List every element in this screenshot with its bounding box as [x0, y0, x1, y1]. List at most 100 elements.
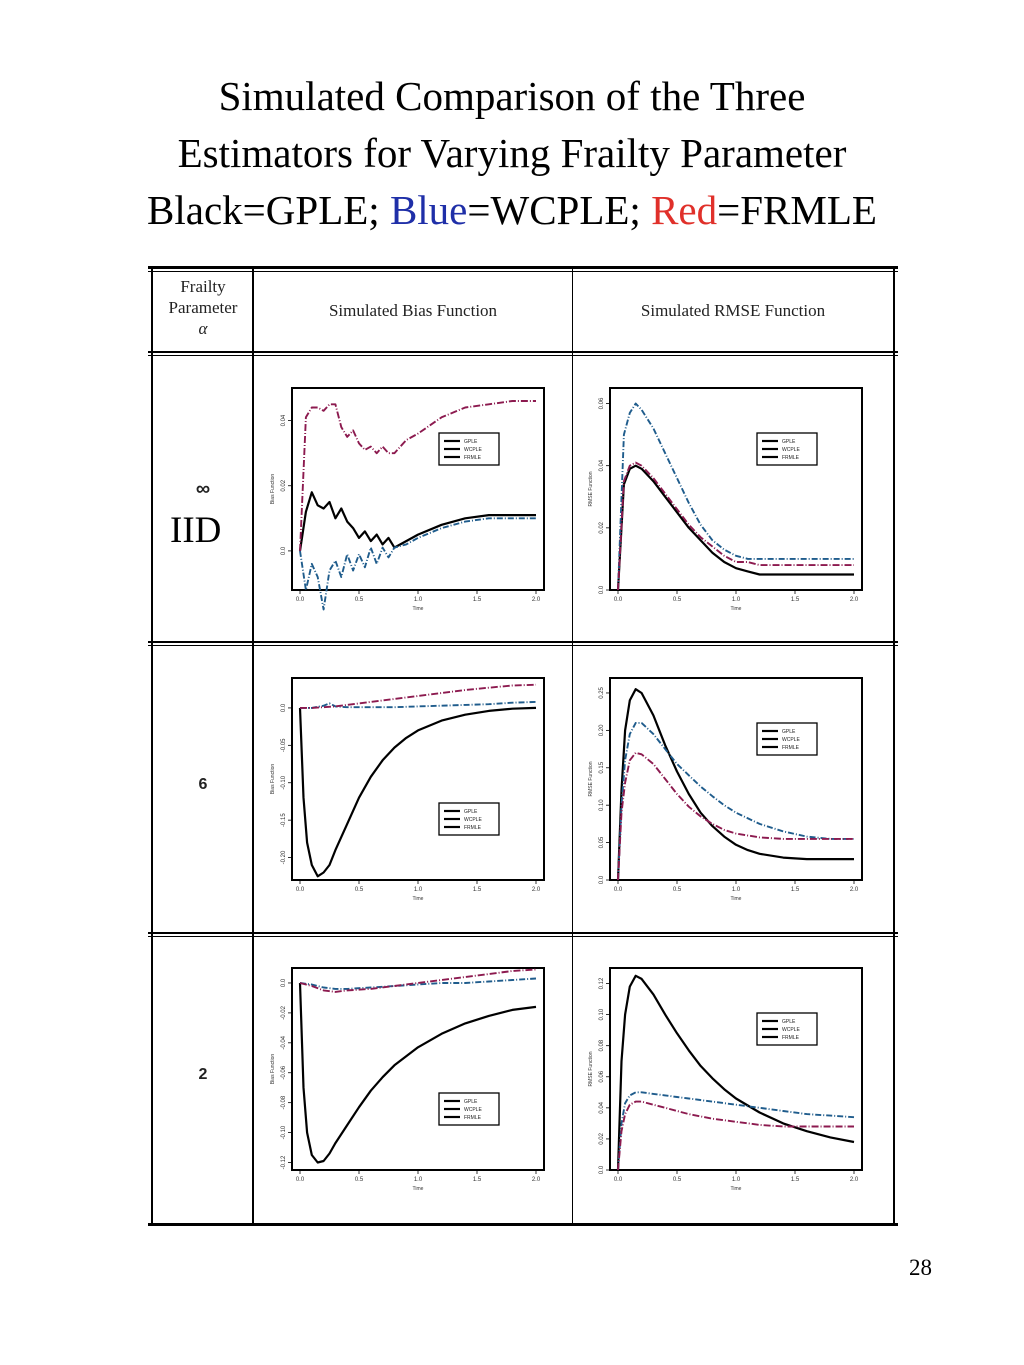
- x-tick-label: 2.0: [850, 887, 859, 893]
- series-line-gple: [298, 982, 537, 1164]
- header-rmse: Simulated RMSE Function: [640, 301, 826, 320]
- legend-label: FRMLE: [782, 455, 800, 461]
- legend-label: FRMLE: [464, 825, 482, 831]
- x-tick-label: 2.0: [532, 1177, 541, 1183]
- y-tick-label: 0.15: [599, 761, 605, 773]
- series-line-gple: [298, 706, 537, 878]
- legend-label: GPLE: [782, 729, 796, 735]
- series-line-frmle: [617, 751, 854, 881]
- rmse-plot-2: 0.0 0.5 1.0 1.5 2.0 Time 0.0 0.02 0.04 0.06 0.08 0.…: [588, 967, 863, 1192]
- y-tick-label: 0.02: [599, 521, 605, 533]
- x-tick-label: 1.5: [791, 1177, 800, 1183]
- y-tick-label: 0.10: [599, 1008, 605, 1020]
- bias-plot-6: 0.0 0.5 1.0 1.5 2.0 Time 0.0 -0.05 -0.10 -0.15 -0.…: [270, 677, 545, 902]
- header-frailty: Frailty: [180, 277, 226, 296]
- x-tick-label: 2.0: [850, 1177, 859, 1183]
- y-tick-label: 0.02: [281, 479, 287, 491]
- y-tick-label: 0.25: [599, 686, 605, 698]
- x-tick-label: 1.0: [732, 887, 741, 893]
- series-line-gple: [616, 688, 854, 881]
- x-tick-label: 1.0: [414, 597, 423, 603]
- legend-label: WCPLE: [464, 447, 482, 453]
- x-axis-label: Time: [413, 606, 424, 612]
- table-top-rule: [148, 266, 898, 269]
- series-line-wcple: [617, 402, 854, 591]
- plot-frame: [609, 677, 863, 881]
- y-tick-label: -0.02: [281, 1005, 287, 1019]
- x-tick-label: 0.5: [355, 1177, 364, 1183]
- table-top-rule-2: [148, 271, 898, 272]
- x-tick-label: 2.0: [532, 597, 541, 603]
- x-axis-label: Time: [731, 1186, 742, 1192]
- title-line-1: Simulated Comparison of the Three: [218, 73, 806, 119]
- y-tick-label: 0.0: [281, 703, 287, 712]
- y-tick-label: 0.0: [281, 978, 287, 987]
- y-tick-label: 0.06: [599, 1070, 605, 1082]
- slide-title: Simulated Comparison of the Three Estima…: [0, 68, 1024, 239]
- legend-label: FRMLE: [782, 745, 800, 751]
- x-axis-label: Time: [413, 1186, 424, 1192]
- row-label-iid: IID: [170, 510, 222, 551]
- x-tick-label: 1.5: [473, 1177, 482, 1183]
- x-tick-label: 0.0: [614, 597, 623, 603]
- y-tick-label: -0.10: [281, 1125, 287, 1139]
- plot-frame: [609, 967, 863, 1171]
- title-line-3: Black=GPLE; Blue=WCPLE; Red=FRMLE: [0, 182, 1024, 239]
- series-line-gple: [616, 464, 854, 591]
- y-tick-label: -0.10: [281, 775, 287, 789]
- y-tick-label: 0.04: [281, 414, 287, 426]
- y-tick-label: 0.12: [599, 977, 605, 989]
- plot-frame: [291, 387, 545, 591]
- y-tick-label: 0.02: [599, 1132, 605, 1144]
- row1-bottom-rule: [148, 641, 898, 643]
- y-tick-label: -0.15: [281, 813, 287, 827]
- col1-rule: [252, 266, 254, 1226]
- row2-bottom-rule: [148, 932, 898, 934]
- x-tick-label: 2.0: [532, 887, 541, 893]
- x-tick-label: 0.5: [673, 887, 682, 893]
- x-axis-label: Time: [413, 896, 424, 902]
- series-line-frmle: [299, 400, 536, 551]
- y-tick-label: -0.12: [281, 1155, 287, 1169]
- series-line-frmle: [300, 683, 537, 709]
- series-line-gple: [616, 974, 855, 1171]
- row-label-6: 6: [198, 776, 208, 793]
- series-line-frmle: [299, 968, 537, 993]
- x-tick-label: 0.5: [355, 887, 364, 893]
- y-tick-label: -0.04: [281, 1035, 287, 1049]
- x-tick-label: 1.0: [732, 1177, 741, 1183]
- y-tick-label: 0.08: [599, 1039, 605, 1051]
- title-blue: Blue: [389, 187, 468, 233]
- plot-frame: [291, 677, 545, 881]
- header-bottom-rule-2: [148, 355, 898, 356]
- legend-label: GPLE: [782, 439, 796, 445]
- x-tick-label: 0.0: [296, 887, 305, 893]
- series-line-frmle: [617, 1100, 854, 1171]
- bias-plot-2: 0.0 0.5 1.0 1.5 2.0 Time 0.0 -0.02 -0.04 -0.06 -0.…: [270, 967, 545, 1192]
- x-tick-label: 1.0: [414, 1177, 423, 1183]
- col2-rule: [572, 266, 573, 1226]
- plot-frame: [291, 967, 545, 1171]
- title-wcple: =WCPLE;: [467, 187, 652, 233]
- legend-box: [438, 432, 500, 466]
- legend-label: GPLE: [464, 809, 478, 815]
- x-tick-label: 1.0: [414, 887, 423, 893]
- x-tick-label: 0.5: [355, 597, 364, 603]
- row-label-inf: ∞: [195, 478, 211, 500]
- legend-label: FRMLE: [782, 1035, 800, 1041]
- page-number: 28: [909, 1255, 932, 1280]
- row2-bottom-rule-2: [148, 936, 898, 937]
- y-axis-label: Bias Function: [270, 764, 276, 795]
- rmse-plot-iid: 0.0 0.5 1.0 1.5 2.0 Time 0.0 0.02 0.04 0.06 RMSE F…: [588, 387, 863, 612]
- legend-label: WCPLE: [782, 1027, 800, 1033]
- y-axis-label: RMSE Function: [588, 1051, 594, 1086]
- y-tick-label: 0.0: [281, 546, 287, 555]
- y-tick-label: 0.06: [599, 397, 605, 409]
- legend-label: WCPLE: [782, 737, 800, 743]
- series-line-wcple: [617, 1091, 855, 1171]
- y-tick-label: 0.04: [599, 459, 605, 471]
- y-tick-label: -0.06: [281, 1065, 287, 1079]
- y-axis-label: Bias Function: [270, 1054, 276, 1085]
- legend-label: FRMLE: [464, 455, 482, 461]
- y-tick-label: 0.0: [599, 585, 605, 594]
